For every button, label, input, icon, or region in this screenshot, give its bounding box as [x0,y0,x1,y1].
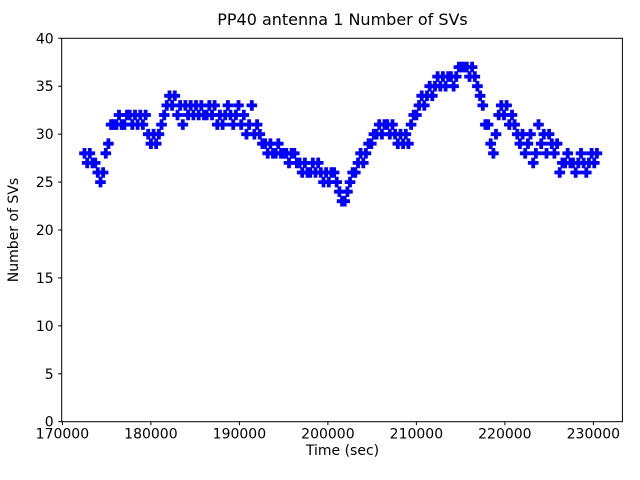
data-point-marker [533,119,544,130]
y-tick-label: 15 [36,271,54,287]
data-point-marker [525,128,536,140]
y-tick-label: 20 [36,223,54,239]
data-point-marker [488,148,499,159]
data-points [79,61,603,207]
axis-ticks [58,37,594,426]
data-point-marker [344,176,356,188]
y-tick-label: 0 [45,415,54,431]
data-point-marker [246,100,258,111]
data-point-marker [535,138,547,149]
data-point-marker [472,80,483,92]
x-tick-label: 210000 [390,427,443,443]
chart-title: PP40 antenna 1 Number of SVs [217,10,468,29]
data-point-marker [405,119,417,130]
data-point-marker [530,148,542,159]
data-point-marker [172,109,183,121]
data-point-marker [331,176,342,188]
data-point-marker [233,100,244,111]
x-tick-label: 200000 [301,427,354,443]
x-tick-label: 170000 [36,427,89,443]
y-tick-label: 10 [36,319,54,335]
y-axis-label: Number of SVs [6,177,22,283]
y-tick-label: 5 [45,367,54,383]
data-point-marker [477,100,489,111]
data-point-marker [485,138,496,149]
data-point-marker [95,176,106,188]
data-point-marker [448,80,459,92]
data-point-marker [549,148,560,159]
data-point-marker [490,128,502,140]
data-point-marker [100,148,112,159]
data-point-marker [251,119,263,130]
plot-border [61,37,623,423]
data-point-marker [222,100,234,111]
x-tick-label: 190000 [213,427,266,443]
data-point-marker [177,119,189,130]
data-point-marker [575,148,587,159]
data-point-marker [527,157,539,169]
data-point-marker [519,148,531,159]
x-tick-label: 180000 [124,427,177,443]
data-point-marker [562,148,573,159]
data-point-marker [103,138,114,149]
y-tick-label: 35 [36,79,54,95]
axis-tick-labels: 170000 180000 190000 200000 210000 220000 2300… [36,31,620,442]
data-point-marker [554,167,565,178]
data-point-marker [506,109,518,121]
x-tick-label: 230000 [567,427,620,443]
y-tick-label: 40 [36,31,54,47]
data-point-marker [238,109,250,121]
x-axis-label: Time (sec) [305,443,380,459]
data-point-marker [522,138,534,149]
data-point-marker [156,119,167,130]
data-point-marker [570,167,581,178]
data-point-marker [342,186,353,197]
data-point-marker [581,167,592,178]
data-point-marker [273,138,284,149]
data-point-marker [474,90,486,102]
y-tick-label: 25 [36,175,54,191]
y-tick-label: 30 [36,127,54,143]
data-point-marker [158,109,170,121]
x-tick-label: 220000 [478,427,531,443]
